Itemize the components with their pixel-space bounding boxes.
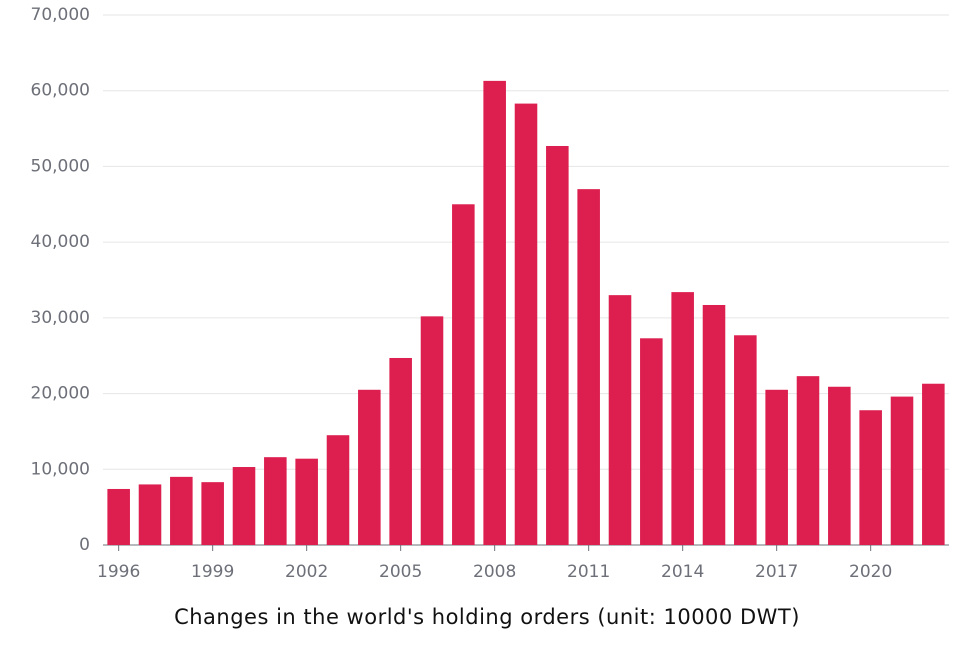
bar xyxy=(765,389,788,545)
bar xyxy=(859,410,882,545)
bar xyxy=(420,316,444,545)
x-tick-label: 2014 xyxy=(661,562,704,582)
y-tick-label: 50,000 xyxy=(31,156,90,176)
x-tick-label: 1999 xyxy=(191,562,234,582)
y-tick-label: 20,000 xyxy=(31,384,90,404)
bar xyxy=(295,458,318,545)
bar xyxy=(890,396,914,545)
bar xyxy=(358,389,381,545)
y-tick-label: 40,000 xyxy=(31,232,90,252)
bar xyxy=(107,488,130,545)
bar xyxy=(264,457,287,545)
bar xyxy=(734,335,757,545)
y-tick-label: 10,000 xyxy=(31,459,90,479)
bar xyxy=(170,476,193,545)
bar xyxy=(452,204,475,546)
y-tick-label: 70,000 xyxy=(31,5,90,25)
y-tick-label: 60,000 xyxy=(31,81,90,101)
x-tick-label: 2002 xyxy=(285,562,328,582)
x-tick-label: 1996 xyxy=(97,562,140,582)
bar xyxy=(577,189,600,545)
y-tick-label: 0 xyxy=(79,535,90,555)
bar xyxy=(232,467,256,545)
bar xyxy=(702,304,726,545)
bar xyxy=(514,103,538,545)
x-tick-label: 2008 xyxy=(473,562,516,582)
x-tick-label: 2020 xyxy=(849,562,892,582)
x-tick-label: 2017 xyxy=(755,562,798,582)
bar xyxy=(201,482,224,545)
bar xyxy=(640,338,663,545)
chart-title: Changes in the world's holding orders (u… xyxy=(174,605,800,629)
bar xyxy=(828,386,851,545)
y-tick-label: 30,000 xyxy=(31,308,90,328)
bar xyxy=(608,295,632,545)
bar xyxy=(671,292,694,545)
bar xyxy=(389,357,412,545)
bar xyxy=(138,484,162,545)
bar xyxy=(326,435,350,545)
x-tick-label: 2005 xyxy=(379,562,422,582)
bar xyxy=(483,80,506,545)
bar xyxy=(546,145,569,545)
bar xyxy=(796,376,820,545)
bar xyxy=(922,383,945,545)
x-tick-label: 2011 xyxy=(567,562,610,582)
